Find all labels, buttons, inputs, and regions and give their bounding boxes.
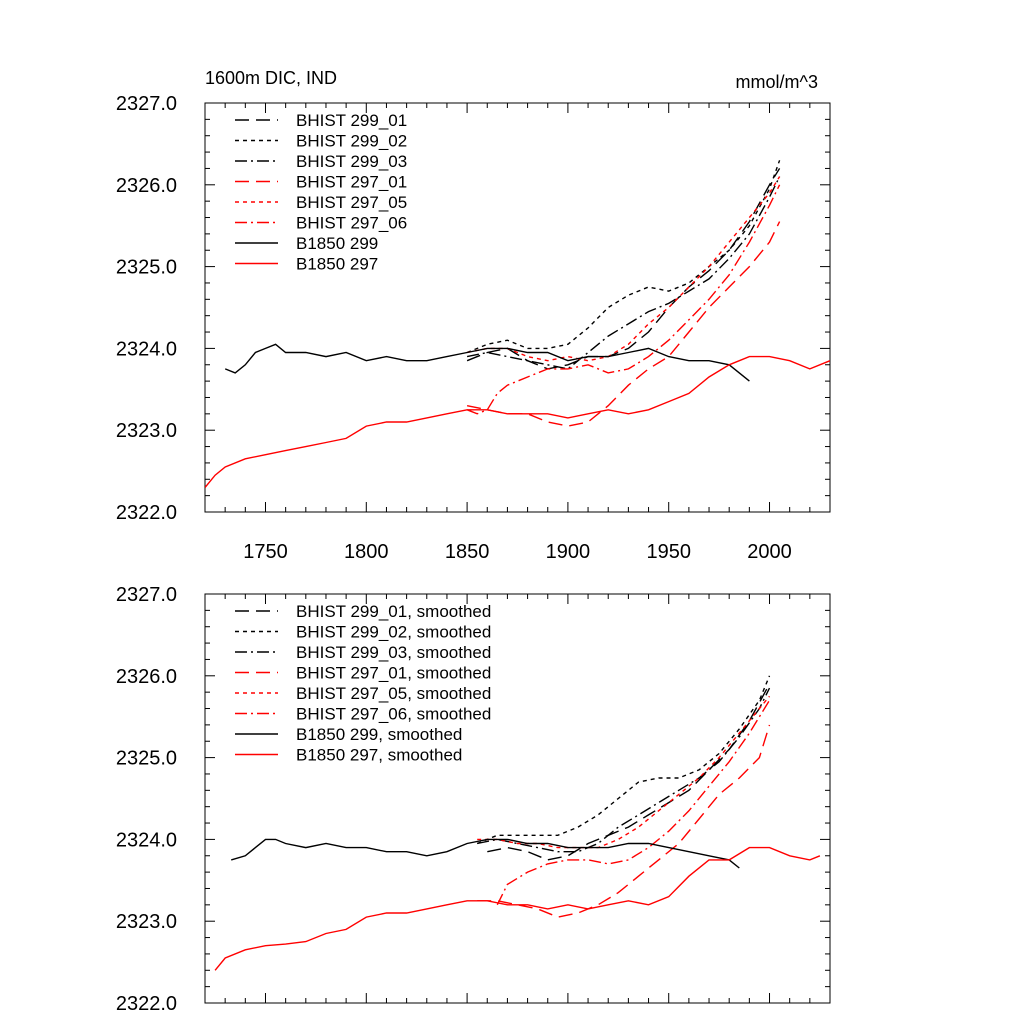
series-line-4 bbox=[477, 695, 771, 849]
legend-label-3: BHIST 297_01 bbox=[296, 173, 407, 192]
x-tick-label: 1900 bbox=[546, 541, 591, 563]
series-line-6 bbox=[224, 343, 750, 382]
series-line-1 bbox=[466, 160, 781, 354]
series-line-7 bbox=[205, 355, 830, 488]
x-tick-label: 1800 bbox=[344, 541, 389, 563]
legend-label-1: BHIST 299_02, smoothed bbox=[296, 623, 491, 642]
legend-label-5: BHIST 297_06, smoothed bbox=[296, 705, 491, 724]
series-line-7 bbox=[214, 846, 821, 971]
x-tick-label: 1950 bbox=[646, 541, 691, 563]
series-line-0 bbox=[466, 168, 781, 370]
x-tick-label: 1850 bbox=[445, 541, 490, 563]
y-tick-label: 2327.0 bbox=[116, 584, 177, 606]
legend-label-0: BHIST 299_01 bbox=[296, 111, 407, 130]
legend-label-7: B1850 297, smoothed bbox=[296, 746, 462, 765]
y-tick-label: 2322.0 bbox=[116, 993, 177, 1015]
series-line-3 bbox=[466, 221, 781, 427]
series-line-1 bbox=[476, 675, 771, 845]
y-tick-label: 2327.0 bbox=[116, 93, 177, 115]
series-line-5 bbox=[496, 699, 771, 906]
x-tick-label: 1750 bbox=[243, 541, 288, 563]
legend-label-6: B1850 299 bbox=[296, 234, 378, 253]
y-tick-label: 2322.0 bbox=[116, 502, 177, 524]
series-line-5 bbox=[466, 184, 781, 415]
bottom-panel: 2322.0 2323.0 2324.0 2325.0 2326.0 2327.0 BHIS… bbox=[116, 584, 831, 1015]
x-tick-label: 2000 bbox=[747, 541, 792, 563]
y-tick-label: 2324.0 bbox=[116, 338, 177, 360]
legend-label-2: BHIST 299_03, smoothed bbox=[296, 643, 491, 662]
legend-label-4: BHIST 297_05, smoothed bbox=[296, 684, 491, 703]
chart-units-label: mmol/m^3 bbox=[736, 72, 818, 92]
series-line-0 bbox=[487, 683, 771, 861]
legend-label-7: B1850 297 bbox=[296, 255, 378, 274]
series-line-6 bbox=[231, 838, 740, 869]
y-tick-label: 2323.0 bbox=[116, 420, 177, 442]
legend-label-6: B1850 299, smoothed bbox=[296, 725, 462, 744]
series-line-2 bbox=[477, 687, 771, 853]
legend-label-2: BHIST 299_03 bbox=[296, 152, 407, 171]
y-tick-label: 2326.0 bbox=[116, 175, 177, 197]
plot-frame bbox=[204, 102, 831, 513]
top-panel: 2322.0 2323.0 2324.0 2325.0 2326.0 2327.0 1750… bbox=[116, 93, 831, 563]
series-line-3 bbox=[477, 724, 771, 918]
legend-label-3: BHIST 297_01, smoothed bbox=[296, 664, 491, 683]
legend-label-0: BHIST 299_01, smoothed bbox=[296, 602, 491, 621]
y-tick-label: 2325.0 bbox=[116, 748, 177, 770]
legend-label-4: BHIST 297_05 bbox=[296, 193, 407, 212]
y-tick-label: 2326.0 bbox=[116, 666, 177, 688]
series-line-4 bbox=[466, 176, 781, 362]
y-tick-label: 2323.0 bbox=[116, 911, 177, 933]
y-tick-label: 2325.0 bbox=[116, 257, 177, 279]
legend-label-1: BHIST 299_02 bbox=[296, 132, 407, 151]
chart-title-left: 1600m DIC, IND bbox=[205, 68, 337, 88]
y-tick-label: 2324.0 bbox=[116, 829, 177, 851]
plot-frame bbox=[204, 593, 831, 1004]
series-line-2 bbox=[466, 176, 781, 370]
legend-label-5: BHIST 297_06 bbox=[296, 214, 407, 233]
